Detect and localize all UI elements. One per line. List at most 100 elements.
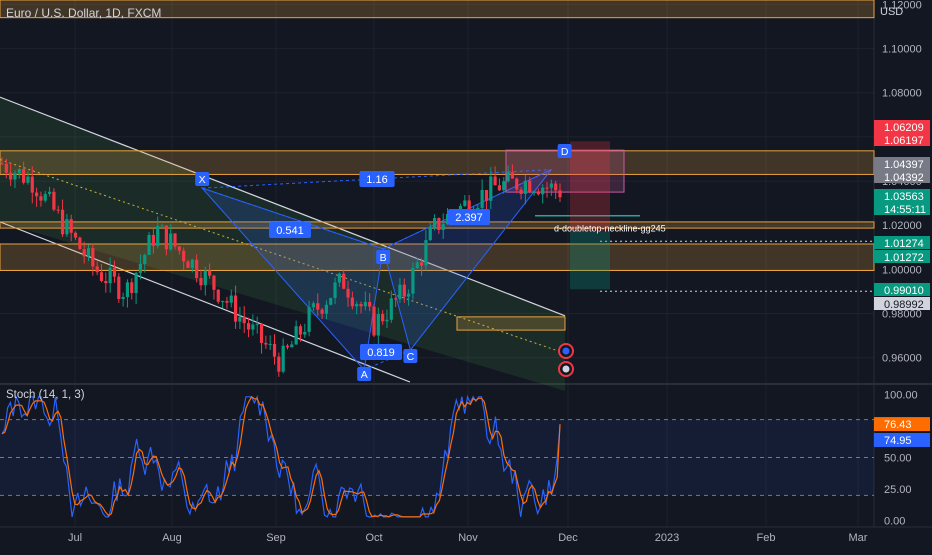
pattern-label-x-bg xyxy=(195,172,210,186)
candle xyxy=(536,192,540,195)
position-red xyxy=(570,141,610,232)
price-tick: 1.10000 xyxy=(882,44,922,56)
ratio-label-bg xyxy=(360,344,402,360)
candle xyxy=(22,169,26,183)
candle xyxy=(281,345,285,372)
event-icon-us-dot xyxy=(562,365,570,373)
candle xyxy=(121,296,125,299)
candle xyxy=(177,246,181,251)
price-badge-bg xyxy=(874,236,930,249)
candle xyxy=(523,180,527,194)
candle xyxy=(424,240,428,266)
stoch-tick: 50.00 xyxy=(884,453,912,465)
zone-1 xyxy=(0,150,875,175)
candle xyxy=(298,326,303,335)
candle xyxy=(130,282,134,294)
ratio-label-bg xyxy=(448,209,490,225)
candle xyxy=(268,343,272,345)
price-badge-bg xyxy=(874,283,930,296)
candle xyxy=(216,289,220,302)
candle xyxy=(376,314,380,336)
time-tick: Mar xyxy=(849,532,868,544)
candle xyxy=(229,295,233,303)
stoch-badge-bg xyxy=(874,417,930,432)
price-badge-bg xyxy=(874,120,930,133)
candle xyxy=(394,298,398,300)
candle xyxy=(363,302,367,307)
candle xyxy=(151,234,155,246)
candle xyxy=(549,183,553,188)
candle xyxy=(389,298,393,320)
candle xyxy=(463,200,467,206)
candle xyxy=(69,219,73,233)
time-tick: Sep xyxy=(266,532,286,544)
stoch-tick: 25.00 xyxy=(884,484,912,496)
pattern-label-b-bg xyxy=(376,250,391,264)
pattern-label-c-bg xyxy=(403,349,418,363)
price-badge-bg xyxy=(874,189,930,215)
time-tick: Feb xyxy=(757,532,776,544)
candle xyxy=(515,178,519,190)
symbol-title: Euro / U.S. Dollar, 1D, FXCM xyxy=(6,6,162,20)
candle xyxy=(26,176,30,183)
pattern-labels: X A B C D xyxy=(195,144,572,381)
candle xyxy=(316,303,320,310)
candle xyxy=(259,323,264,343)
stoch-tick: 100.00 xyxy=(884,389,918,401)
pattern-label-d-bg xyxy=(557,144,572,158)
candle xyxy=(290,344,294,348)
candle xyxy=(415,262,419,269)
candle xyxy=(554,183,558,191)
candle xyxy=(285,345,290,348)
price-tick: 0.98000 xyxy=(882,309,922,321)
time-tick: Dec xyxy=(558,532,578,544)
candle xyxy=(147,234,151,255)
price-badge: 1.06197 xyxy=(884,135,924,147)
candle xyxy=(510,172,515,179)
candle xyxy=(528,180,532,193)
candle xyxy=(4,163,8,173)
candle xyxy=(242,316,246,324)
price-badge: 1.04397 xyxy=(884,159,924,171)
candle xyxy=(337,273,341,283)
candle xyxy=(385,319,389,322)
currency-label: USD xyxy=(880,6,904,18)
candle xyxy=(30,176,34,193)
time-tick: Jul xyxy=(68,532,82,544)
price-badge-bg xyxy=(874,297,930,310)
price-badge: 0.99010 xyxy=(884,285,924,297)
candle xyxy=(437,218,441,230)
candle xyxy=(541,187,545,195)
neckline-annotation: d-doubletop-neckline-gg245 xyxy=(554,223,666,233)
price-badge: 0.98992 xyxy=(884,299,924,311)
price-badge: 1.01272 xyxy=(884,252,924,264)
candles xyxy=(0,157,562,377)
price-tick: 1.12000 xyxy=(882,0,922,11)
candle xyxy=(277,356,281,372)
candle xyxy=(311,303,316,308)
candle xyxy=(164,225,168,250)
candle xyxy=(294,326,298,345)
candle xyxy=(108,267,112,284)
pattern-label-a: A xyxy=(361,369,368,381)
pattern-label-x: X xyxy=(199,174,206,186)
pattern-label-d: D xyxy=(561,146,569,158)
price-tick: 1.02000 xyxy=(882,220,922,232)
stoch-k-line xyxy=(1,394,561,518)
candle xyxy=(432,218,437,228)
candle xyxy=(372,306,376,336)
candle xyxy=(502,181,506,191)
price-tick: 1.00000 xyxy=(882,264,922,276)
candle xyxy=(156,226,160,246)
candle xyxy=(47,191,52,194)
candle xyxy=(359,304,363,307)
stoch-tick: 0.00 xyxy=(884,516,905,528)
candle xyxy=(138,263,143,273)
ratio-label-bg xyxy=(359,171,395,187)
pattern-label-c: C xyxy=(407,351,415,363)
candle xyxy=(428,227,432,241)
time-tick: Aug xyxy=(162,532,182,544)
price-badge-bg xyxy=(874,133,930,146)
